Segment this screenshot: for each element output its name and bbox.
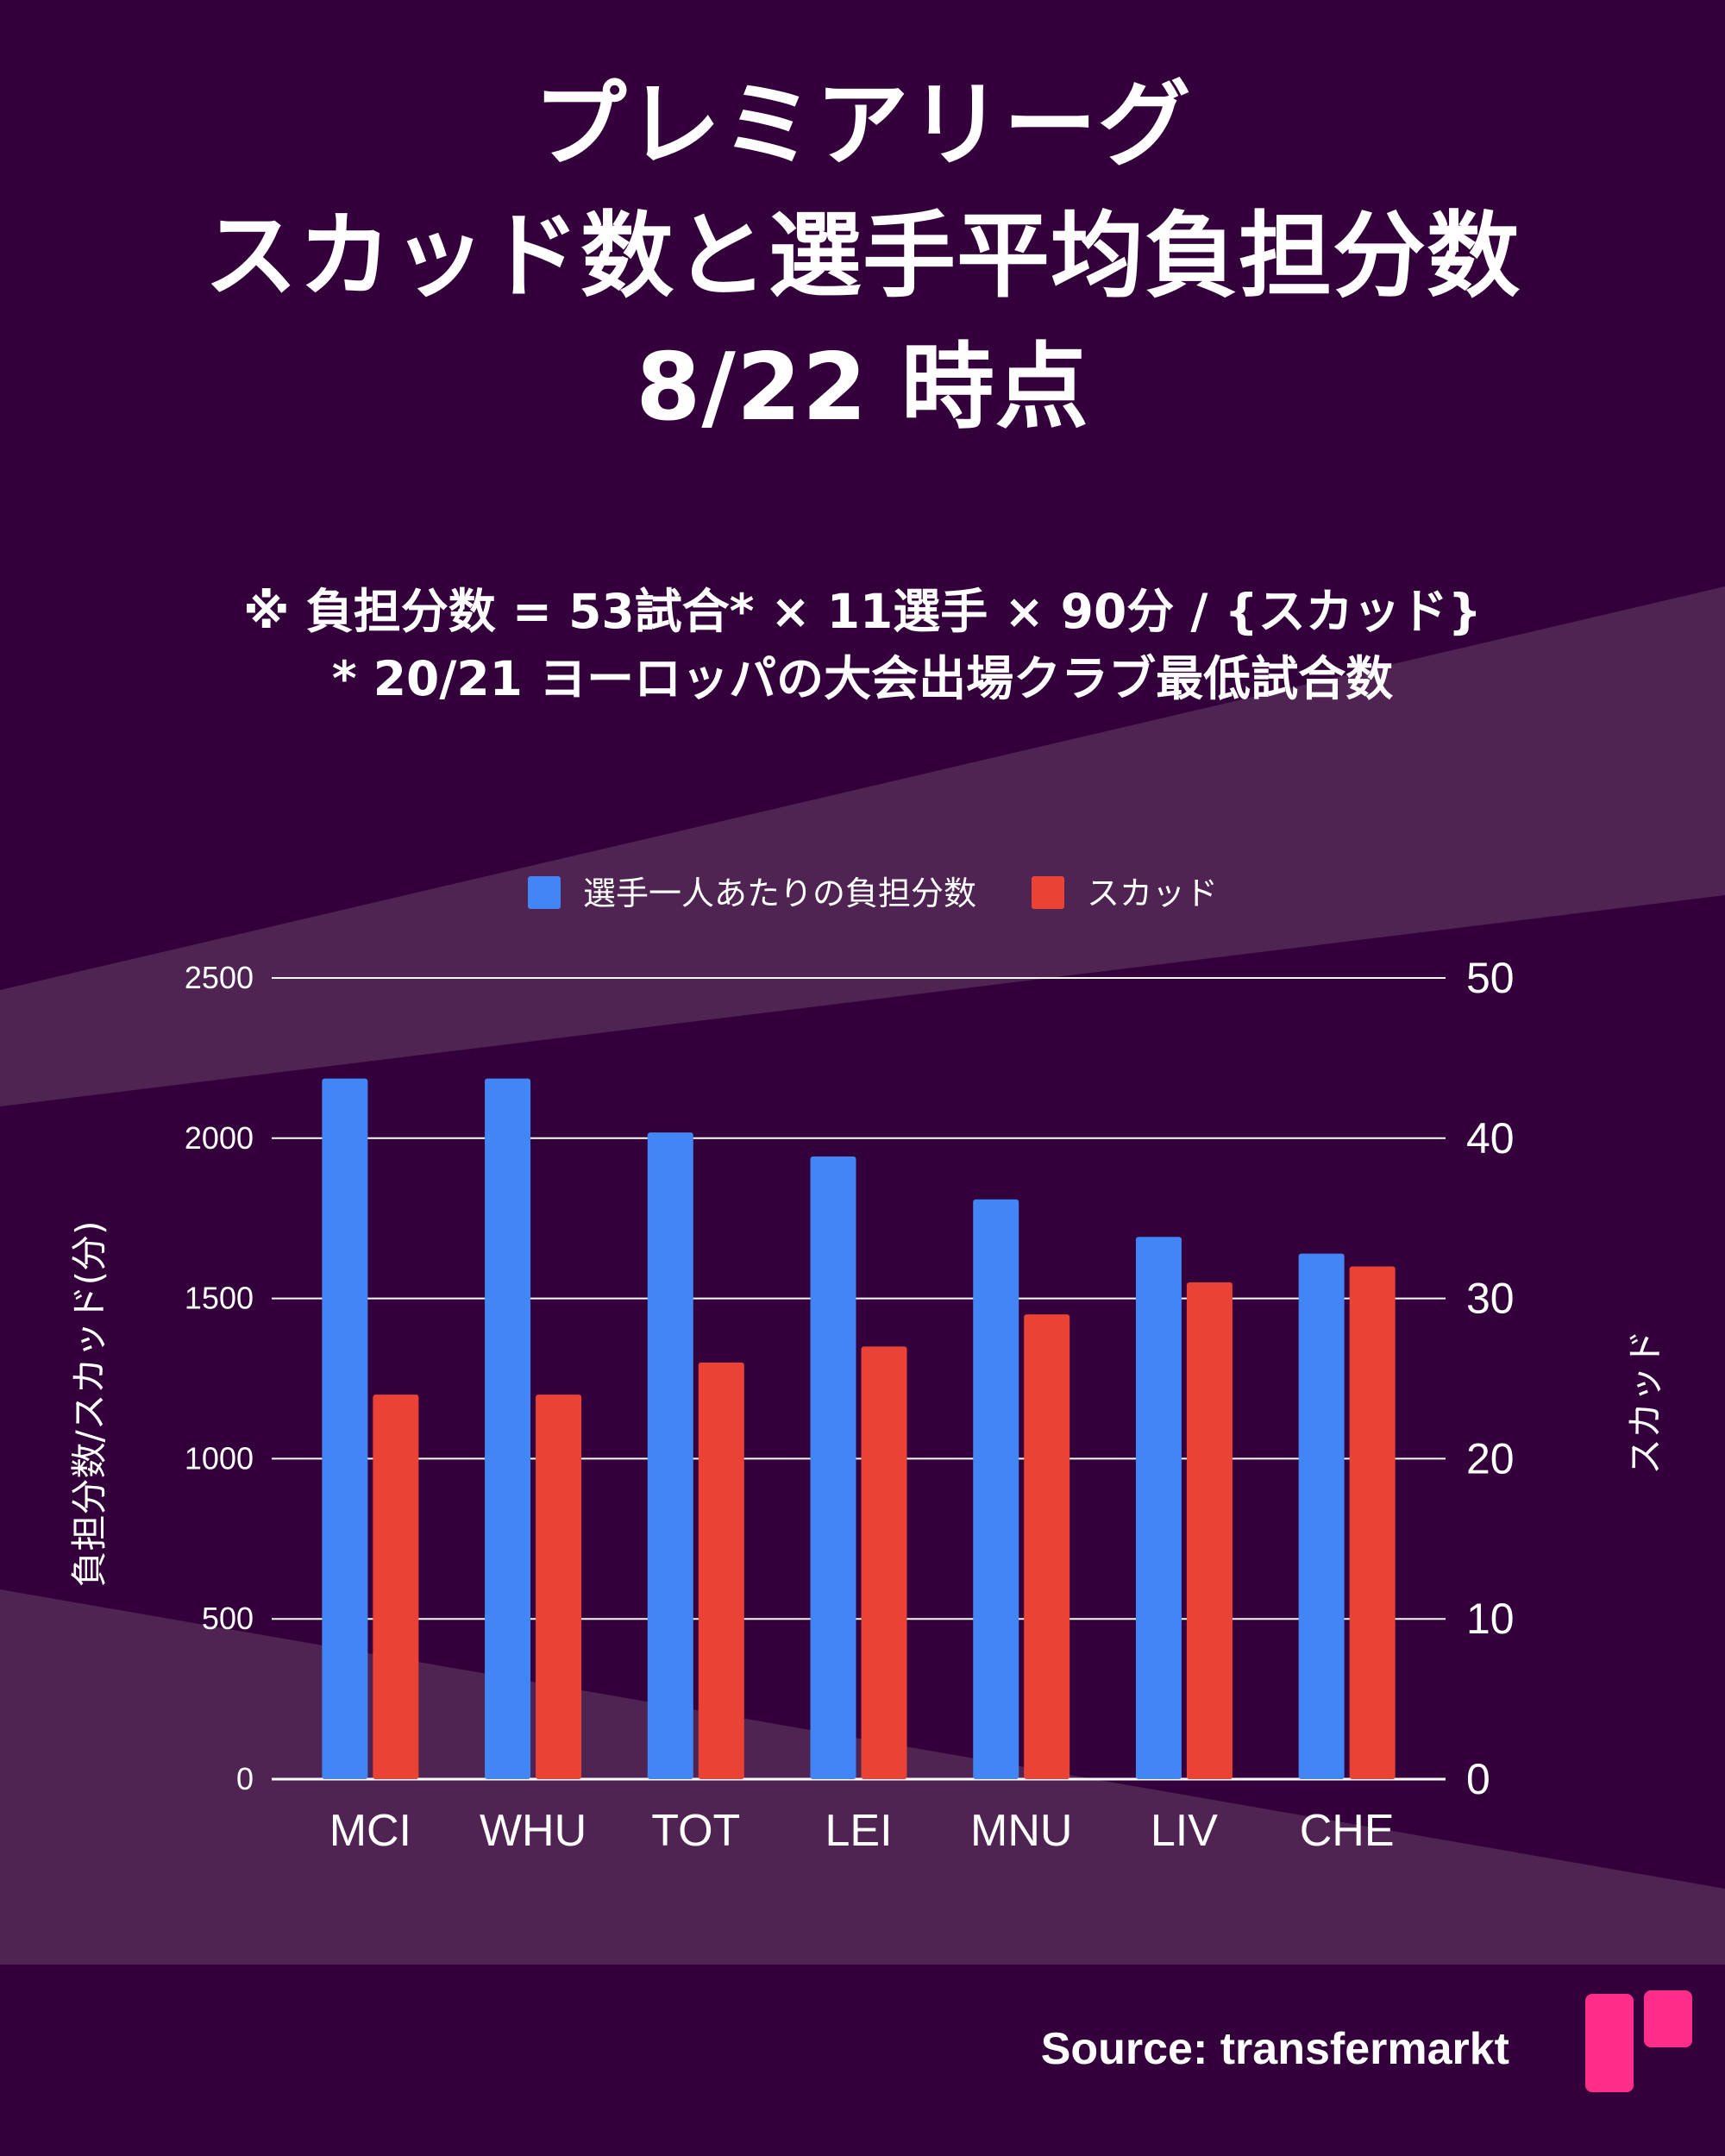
x-tick-label: LIV — [1151, 1806, 1218, 1856]
legend: 選手一人あたりの負担分数 スカッド — [528, 874, 1218, 912]
brand-logo — [1585, 1990, 1692, 2092]
x-tick-label: TOT — [651, 1806, 740, 1856]
y2-tick-label: 20 — [1466, 1434, 1515, 1482]
right-axis-ticks: 0 10 20 30 40 50 — [1466, 954, 1515, 1803]
bar-minutes-liv — [1135, 1237, 1182, 1779]
bar-squad-lei — [861, 1346, 907, 1779]
logo-bar-left — [1585, 1994, 1634, 2092]
y2-tick-label: 10 — [1466, 1595, 1515, 1643]
page-title: プレミアリーグ スカッド数と選手平均負担分数 8/22 時点 — [0, 60, 1725, 454]
bar-minutes-che — [1298, 1253, 1345, 1779]
y2-tick-label: 40 — [1466, 1114, 1515, 1163]
y-tick-label: 500 — [202, 1601, 254, 1636]
legend-swatch — [1032, 876, 1064, 909]
note-line-2: * 20/21 ヨーロッパの大会出場クラブ最低試合数 — [331, 651, 1394, 706]
note-line-1: ※ 負担分数 = 53試合* × 11選手 × 90分 / {スカッド} — [243, 584, 1482, 639]
y2-tick-label: 50 — [1466, 954, 1515, 1002]
title-line-3: 8/22 時点 — [636, 334, 1089, 442]
bar-minutes-mnu — [973, 1199, 1019, 1779]
left-axis-ticks: 0 500 1000 1500 2000 2500 — [185, 960, 254, 1796]
title-line-2: スカッド数と選手平均負担分数 — [204, 203, 1521, 310]
background-band-top — [0, 586, 1725, 1106]
source-credit: Source: transfermarkt — [1040, 2024, 1509, 2074]
formula-note: ※ 負担分数 = 53試合* × 11選手 × 90分 / {スカッド} * 2… — [0, 578, 1725, 712]
title-line-1: プレミアリーグ — [533, 72, 1192, 179]
legend-label: スカッド — [1087, 874, 1218, 912]
legend-label: 選手一人あたりの負担分数 — [583, 874, 976, 912]
bar-squad-whu — [536, 1395, 582, 1779]
bar-squad-mci — [373, 1395, 419, 1779]
y-tick-label: 2500 — [185, 960, 254, 995]
bar-minutes-tot — [647, 1132, 693, 1779]
y2-axis-label: スカッド — [1624, 1330, 1666, 1475]
x-axis-ticks: MCI WHU TOT LEI MNU LIV CHE — [329, 1806, 1395, 1856]
bar-squad-liv — [1186, 1282, 1233, 1779]
bar-squad-tot — [698, 1362, 744, 1779]
y-axis-label: 負担分数/スカッド(分) — [68, 1221, 110, 1588]
bars — [322, 1078, 1396, 1779]
y-tick-label: 2000 — [185, 1120, 254, 1156]
gridlines — [272, 977, 1446, 1781]
bar-squad-che — [1349, 1266, 1396, 1779]
y-tick-label: 0 — [236, 1761, 254, 1796]
x-tick-label: WHU — [480, 1806, 586, 1856]
x-tick-label: CHE — [1300, 1806, 1395, 1856]
x-tick-label: LEI — [825, 1806, 892, 1856]
x-tick-label: MCI — [329, 1806, 411, 1856]
bar-squad-mnu — [1024, 1314, 1070, 1779]
bar-minutes-mci — [322, 1078, 368, 1779]
x-tick-label: MNU — [970, 1806, 1072, 1856]
y2-tick-label: 30 — [1466, 1275, 1515, 1323]
bar-minutes-whu — [485, 1078, 531, 1779]
y-tick-label: 1500 — [185, 1281, 254, 1316]
legend-swatch — [528, 876, 561, 909]
logo-bar-right — [1644, 1990, 1692, 2047]
bar-minutes-lei — [810, 1156, 856, 1779]
y-tick-label: 1000 — [185, 1440, 254, 1476]
y2-tick-label: 0 — [1466, 1755, 1490, 1803]
